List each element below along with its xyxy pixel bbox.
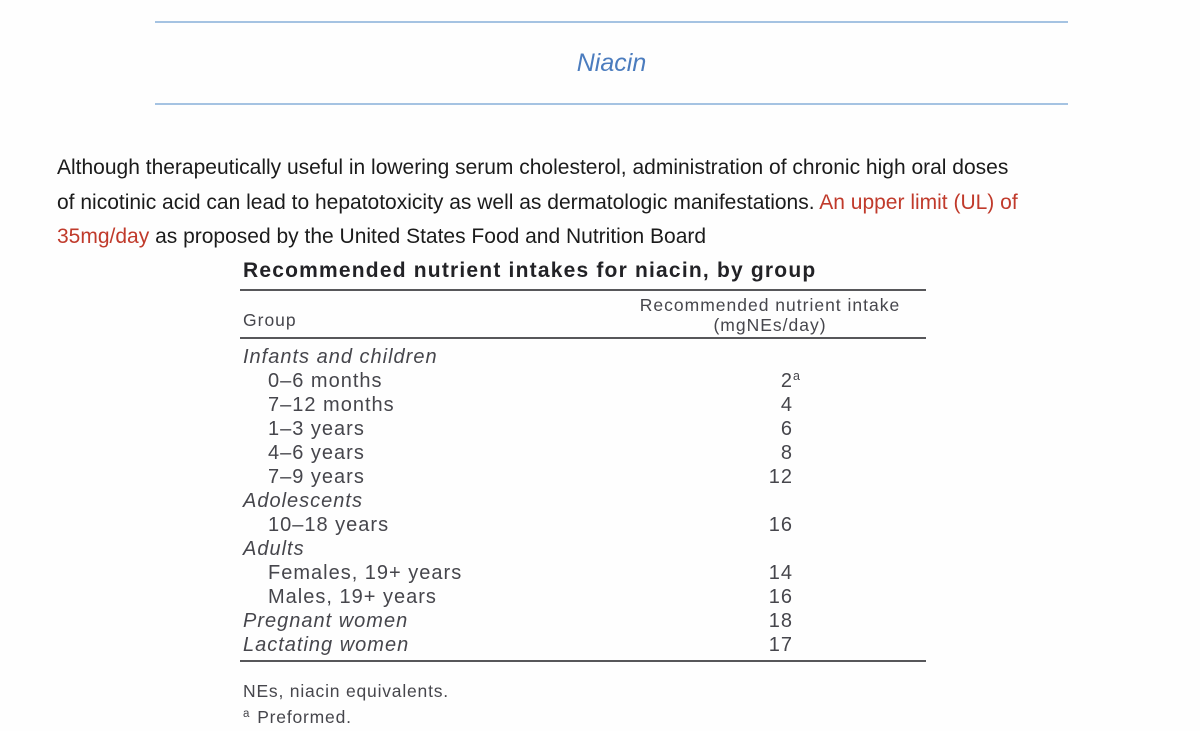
group-label: Infants and children: [243, 346, 438, 368]
table-row: Infants and children: [240, 345, 926, 369]
intake-header-line-1: Recommended nutrient intake: [639, 295, 901, 315]
heading-rule-bottom: [155, 103, 1068, 105]
intake-value: 16: [768, 586, 793, 608]
table-row: 16 Males, 19+ years: [240, 585, 926, 609]
group-label: Females, 19+ years: [268, 562, 463, 584]
table-body: Infants and children 2 a 0–6 months 4 7–12 mo…: [240, 339, 926, 660]
table-row: 8 4–6 years: [240, 441, 926, 465]
table-row: 14 Females, 19+ years: [240, 561, 926, 585]
intake-value: 12: [768, 466, 793, 488]
nutrient-table: Recommended nutrient intakes for niacin,…: [240, 256, 926, 728]
paragraph-text: Although therapeutically useful in lower…: [57, 156, 1009, 179]
table-rule-top: [240, 289, 926, 291]
body-paragraph: Although therapeutically useful in lower…: [57, 151, 1187, 255]
group-label: 7–12 months: [268, 394, 395, 416]
heading-rule-top: [155, 21, 1068, 23]
table-row: 16 10–18 years: [240, 513, 926, 537]
group-label: 0–6 months: [268, 370, 383, 392]
intake-value: 6: [780, 418, 793, 440]
upper-limit-highlight: An upper limit (UL) of: [819, 190, 1018, 214]
table-header: Group Recommended nutrient intake (mgNEs…: [240, 291, 926, 337]
table-row: Adults: [240, 537, 926, 561]
table-row: 12 7–9 years: [240, 465, 926, 489]
paragraph-line-2: of nicotinic acid can lead to hepatotoxi…: [57, 186, 1187, 221]
table-rule-header: [240, 337, 926, 339]
footnote-abbreviation: NEs, niacin equivalents.: [243, 681, 449, 701]
intake-value: 8: [780, 442, 793, 464]
table-row: Adolescents: [240, 489, 926, 513]
table-title: Recommended nutrient intakes for niacin,…: [243, 259, 817, 282]
table-row: 18 Pregnant women: [240, 609, 926, 633]
footnote-text: Preformed.: [257, 706, 352, 727]
group-label: Lactating women: [243, 634, 410, 656]
group-label: 4–6 years: [268, 442, 365, 464]
group-label: 1–3 years: [268, 418, 365, 440]
table-footnotes: NEs, niacin equivalents. a Preformed.: [240, 680, 926, 728]
paragraph-line-3: 35mg/day as proposed by the United State…: [57, 220, 1187, 255]
paragraph-line-1: Although therapeutically useful in lower…: [57, 151, 1187, 186]
intake-header-line-2: (mgNEs/day): [713, 315, 827, 335]
group-label: 10–18 years: [268, 514, 390, 536]
intake-value: 16: [768, 514, 793, 536]
group-label: Pregnant women: [243, 610, 409, 632]
paragraph-text: of nicotinic acid can lead to hepatotoxi…: [57, 190, 820, 214]
group-label: Males, 19+ years: [268, 586, 437, 608]
intake-value: 4: [780, 394, 793, 416]
table-row: 4 7–12 months: [240, 393, 926, 417]
section-heading: Niacin: [155, 21, 1068, 105]
table-rule-bottom: [240, 660, 926, 662]
intake-value: 18: [768, 610, 793, 632]
footnote-marker: a: [243, 707, 251, 720]
paragraph-text: as proposed by the United States Food an…: [149, 225, 707, 248]
intake-column-header: Recommended nutrient intake (mgNEs/day): [614, 295, 926, 335]
table-row: 6 1–3 years: [240, 417, 926, 441]
intake-value: 17: [768, 634, 793, 656]
footnote-preformed: a Preformed.: [243, 703, 926, 729]
group-column-header: Group: [243, 310, 297, 330]
footnote-marker: a: [793, 369, 801, 383]
intake-value: 14: [768, 562, 793, 584]
table-row: 2 a 0–6 months: [240, 369, 926, 393]
table-row: 17 Lactating women: [240, 633, 926, 657]
group-label: 7–9 years: [268, 466, 365, 488]
dose-highlight: 35mg/day: [57, 225, 150, 248]
section-title: Niacin: [576, 49, 647, 77]
group-label: Adults: [243, 538, 305, 560]
group-label: Adolescents: [243, 490, 363, 512]
